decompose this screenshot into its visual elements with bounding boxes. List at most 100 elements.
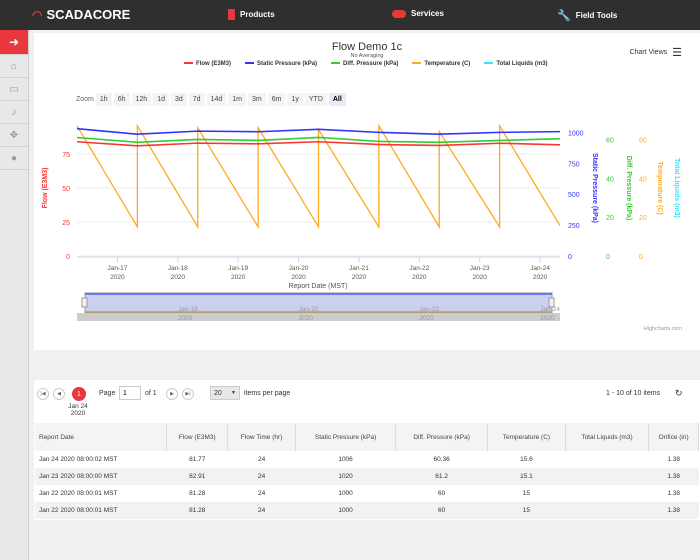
series-temperature: [76, 123, 561, 230]
zoom-1m[interactable]: 1m: [228, 93, 246, 106]
zoom-1d[interactable]: 1d: [153, 93, 169, 106]
table-cell: Jan 22 2020 08:00:01 MST: [35, 502, 167, 519]
zoom-6m[interactable]: 6m: [267, 93, 286, 106]
chart-views-button[interactable]: Chart Views ☰: [629, 47, 682, 59]
legend-item[interactable]: Temperature (C): [412, 61, 470, 68]
x-tick-label: Jan-20: [289, 265, 309, 272]
user-button[interactable]: ●: [0, 147, 28, 170]
home-button[interactable]: ⌂: [0, 55, 28, 78]
x-tick-year: 2020: [171, 274, 186, 281]
axis-tick-label: 75: [62, 152, 70, 159]
zoom-1y[interactable]: 1y: [287, 93, 303, 106]
bell-icon: ♪: [11, 106, 17, 118]
per-page-select[interactable]: 20 ▼: [210, 386, 240, 400]
zoom-YTD[interactable]: YTD: [304, 93, 327, 106]
table-cell: 1.38: [648, 468, 699, 485]
column-header[interactable]: Flow Time (hr): [227, 423, 297, 451]
nav-field-tools[interactable]: 🔧 Field Tools: [557, 10, 618, 22]
last-page-button[interactable]: ▶|: [182, 388, 194, 400]
page-input[interactable]: [119, 386, 141, 400]
prev-page-button[interactable]: ◀: [53, 388, 65, 400]
table-row[interactable]: Jan 22 2020 08:00:01 MST 81.28 24 1000 60 15 1…: [35, 502, 699, 519]
nav-products[interactable]: Products: [228, 9, 275, 20]
axis-tick-label: 1000: [568, 130, 584, 137]
page-tooltip: Jan 24 2020: [68, 403, 88, 417]
zoom-1h[interactable]: 1h: [95, 93, 112, 106]
zoom-3d[interactable]: 3d: [170, 93, 187, 106]
table-cell: [565, 451, 649, 468]
table-cell: [565, 468, 649, 485]
table-cell: 1.38: [667, 490, 680, 497]
x-tick-year: 2020: [472, 274, 487, 281]
axis-tick-label: 25: [62, 220, 70, 227]
devices-button[interactable]: ▭: [0, 78, 28, 101]
refresh-icon[interactable]: ↻: [675, 388, 683, 398]
navigator-tick-year: 2020: [419, 315, 434, 322]
axis-title: Static Pressure (kPa): [591, 153, 598, 223]
table-row[interactable]: Jan 23 2020 08:00:00 MST 82.91 24 1020 61.2 1…: [35, 468, 699, 485]
column-header[interactable]: Flow (E3M3): [166, 423, 229, 451]
x-tick-label: Jan-24: [530, 265, 550, 272]
navigator-handle-right[interactable]: [548, 297, 555, 308]
zoom-3m[interactable]: 3m: [248, 93, 266, 106]
table-cell: 1.38: [667, 456, 680, 463]
page-1-button[interactable]: 1: [72, 387, 86, 401]
table-cell: 15.6: [520, 456, 533, 463]
table-cell: 24: [257, 490, 266, 497]
zoom-12h[interactable]: 12h: [131, 93, 152, 106]
axis-tick-label: 0: [568, 254, 572, 261]
zoom-6h[interactable]: 6h: [113, 93, 130, 106]
axis-tick-label: 60: [606, 137, 614, 144]
series-flow: [76, 140, 561, 147]
legend-swatch: [412, 62, 422, 65]
table-row[interactable]: Jan 22 2020 08:00:01 MST 81.28 24 1000 60 15 1…: [35, 485, 699, 502]
navigator-handle-left[interactable]: [81, 297, 88, 308]
table-row[interactable]: Jan 24 2020 08:00:02 MST 81.77 24 1006 60.36…: [35, 451, 699, 468]
legend-item[interactable]: Diff. Pressure (kPa): [331, 61, 398, 68]
axis-tick-label: 40: [606, 176, 614, 183]
column-header[interactable]: Total Liquids (m3): [565, 423, 650, 451]
wrench-icon: 🔧: [557, 10, 571, 22]
zoom-bar: Zoom 1h 6h 12h 1d 3d 7d 14d 1m 3m 6m 1y YTD All: [76, 93, 346, 106]
back-button[interactable]: ➜: [0, 30, 28, 55]
navigator-tick: Jan-18: [178, 306, 198, 313]
navigator-tick: Jan-24: [540, 306, 560, 313]
x-tick-year: 2020: [533, 274, 548, 281]
page-label: Page: [99, 390, 116, 397]
table-cell: 1000: [338, 490, 353, 497]
zoom-14d[interactable]: 14d: [206, 93, 227, 106]
menu-icon: ☰: [672, 47, 682, 59]
column-header[interactable]: Temperature (C): [487, 423, 566, 451]
column-header[interactable]: Report Date: [35, 423, 168, 451]
legend-item[interactable]: Total Liquids (m3): [484, 61, 548, 68]
legend-swatch: [484, 62, 494, 65]
credits-link: Highcharts.com: [644, 326, 683, 332]
settings-button[interactable]: ✥: [0, 124, 28, 147]
alerts-button[interactable]: ♪: [0, 101, 28, 124]
navigator-tick-year: 2020: [540, 315, 555, 322]
axis-tick-label: 0: [66, 254, 70, 261]
zoom-All[interactable]: All: [328, 93, 346, 106]
next-page-button[interactable]: ▶: [166, 388, 178, 400]
navigator-tick: Jan-22: [419, 306, 439, 313]
column-header[interactable]: Static Pressure (kPa): [295, 423, 397, 451]
legend-item[interactable]: Static Pressure (kPa): [245, 61, 317, 68]
legend-swatch: [331, 62, 341, 65]
zoom-7d[interactable]: 7d: [188, 93, 205, 106]
pager-summary: 1 - 10 of 10 items: [606, 390, 661, 397]
axis-tick-label: 500: [568, 192, 580, 199]
chart-legend: Flow (E3M3) Static Pressure (kPa) Diff. Pr…: [184, 61, 548, 68]
table-cell: 60: [395, 502, 488, 519]
navigator-window: [84, 292, 553, 314]
column-header[interactable]: Orifice (in): [648, 423, 699, 451]
legend-item[interactable]: Flow (E3M3): [184, 61, 231, 68]
series-diff: [76, 136, 561, 144]
logo[interactable]: ◠ SCADACORE: [32, 7, 131, 22]
navigator-scrollbar[interactable]: [77, 313, 560, 321]
first-page-button[interactable]: |◀: [37, 388, 49, 400]
nav-services[interactable]: Services: [392, 9, 444, 18]
x-tick-year: 2020: [231, 274, 246, 281]
column-header[interactable]: Diff. Pressure (kPa): [395, 423, 489, 451]
chart-svg: 0 25 50 75 Flow (E3M3) 0 250 500 750 1000 Static P…: [42, 123, 683, 332]
crosshair-icon: ✥: [9, 129, 19, 141]
